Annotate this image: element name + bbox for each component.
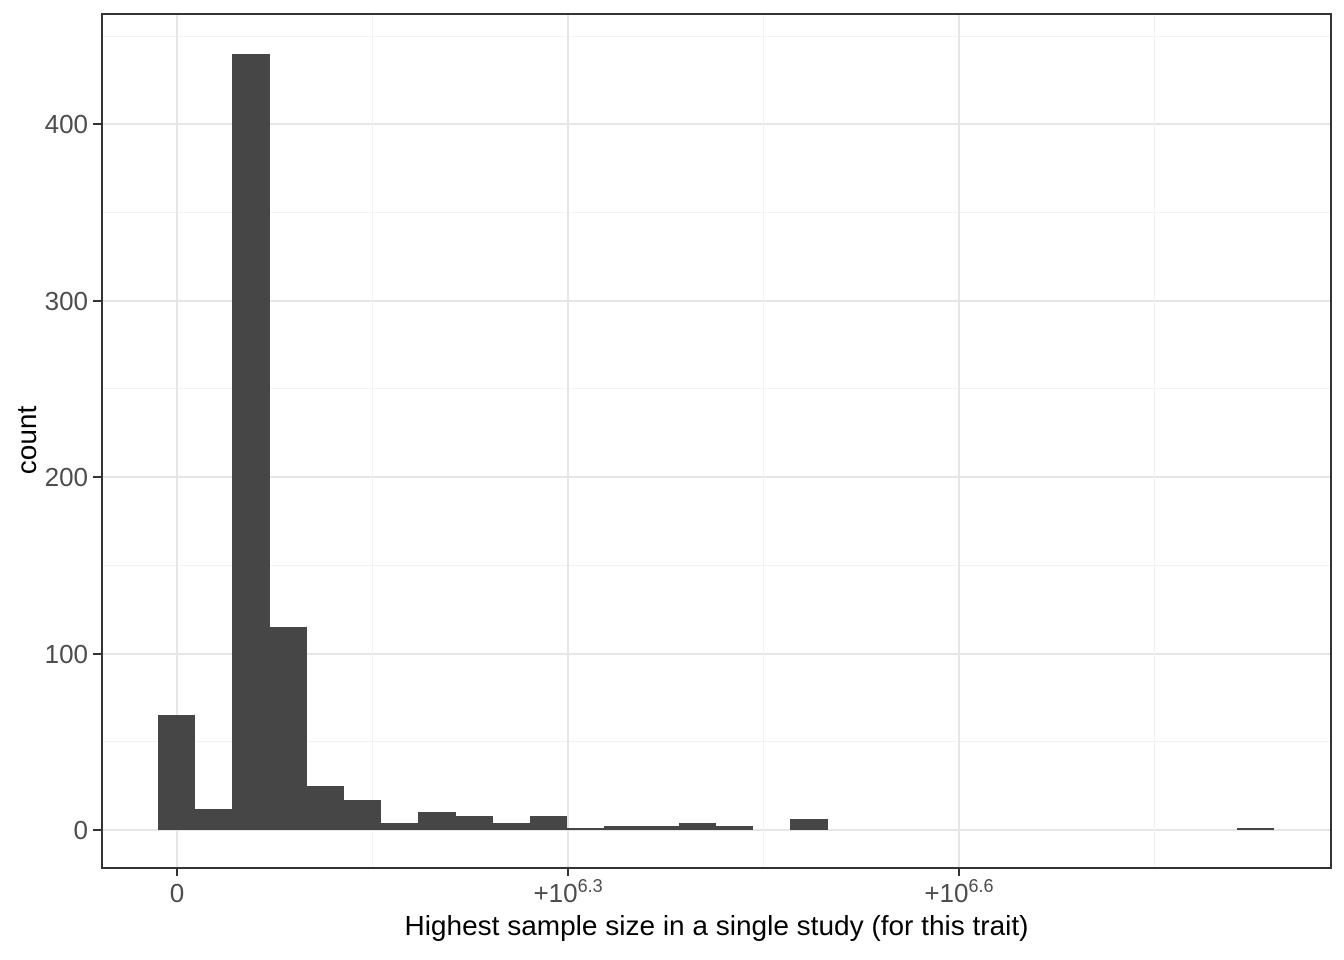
x-tick-label-base: +10	[533, 878, 578, 908]
histogram-bar	[716, 825, 753, 830]
histogram-bar	[567, 827, 604, 830]
gridline-y-minor	[103, 741, 1330, 743]
plot-panel	[101, 13, 1332, 869]
y-tick-mark	[93, 652, 101, 655]
gridline-y-minor	[103, 388, 1330, 390]
y-tick-label: 200	[44, 462, 88, 493]
x-tick-label: +106.3	[458, 876, 678, 911]
histogram-bar	[530, 815, 567, 830]
y-tick-label: 400	[44, 109, 88, 140]
gridline-y-major	[103, 299, 1330, 302]
x-tick-label: 0	[67, 878, 287, 908]
y-tick-mark	[93, 299, 101, 302]
histogram-bar	[195, 808, 232, 830]
gridline-x-major	[175, 15, 178, 867]
histogram-bar	[679, 822, 716, 830]
histogram-bar	[381, 822, 418, 830]
histogram-bar	[344, 799, 381, 830]
gridline-x-minor	[1154, 15, 1156, 867]
x-tick-mark	[957, 869, 960, 876]
histogram-bar	[418, 811, 456, 830]
y-tick-label: 300	[44, 285, 88, 316]
histogram-bar	[232, 53, 270, 830]
gridline-x-minor	[762, 15, 764, 867]
histogram-bar	[270, 626, 307, 830]
gridline-y-major	[103, 828, 1330, 831]
gridline-x-major	[957, 15, 960, 867]
gridline-y-major	[103, 652, 1330, 655]
x-axis-title: Highest sample size in a single study (f…	[404, 910, 1029, 941]
histogram-bar	[604, 825, 642, 830]
x-tick-label: +106.6	[849, 876, 1069, 911]
y-tick-mark	[93, 828, 101, 831]
gridline-x-major	[567, 15, 570, 867]
y-tick-mark	[93, 123, 101, 126]
x-tick-label-base: 0	[169, 878, 185, 908]
histogram-bar	[493, 822, 530, 830]
histogram-bar	[307, 785, 344, 830]
x-tick-label-base: +10	[924, 878, 969, 908]
x-tick-label-exponent: 6.6	[968, 876, 994, 896]
histogram-bar	[790, 818, 828, 830]
histogram-bar	[642, 825, 679, 830]
gridline-y-minor	[103, 564, 1330, 566]
histogram-bar	[158, 714, 195, 830]
gridline-y-minor	[103, 35, 1330, 37]
x-tick-label-exponent: 6.3	[577, 876, 603, 896]
y-tick-label: 100	[44, 638, 88, 669]
gridline-x-minor	[371, 15, 373, 867]
x-tick-mark	[175, 869, 178, 876]
y-tick-label: 0	[73, 814, 88, 845]
histogram-bar	[1237, 827, 1274, 830]
gridline-y-major	[103, 123, 1330, 126]
histogram-bar	[456, 815, 493, 830]
gridline-y-minor	[103, 212, 1330, 214]
x-tick-mark	[567, 869, 570, 876]
gridline-y-major	[103, 476, 1330, 479]
y-tick-mark	[93, 476, 101, 479]
